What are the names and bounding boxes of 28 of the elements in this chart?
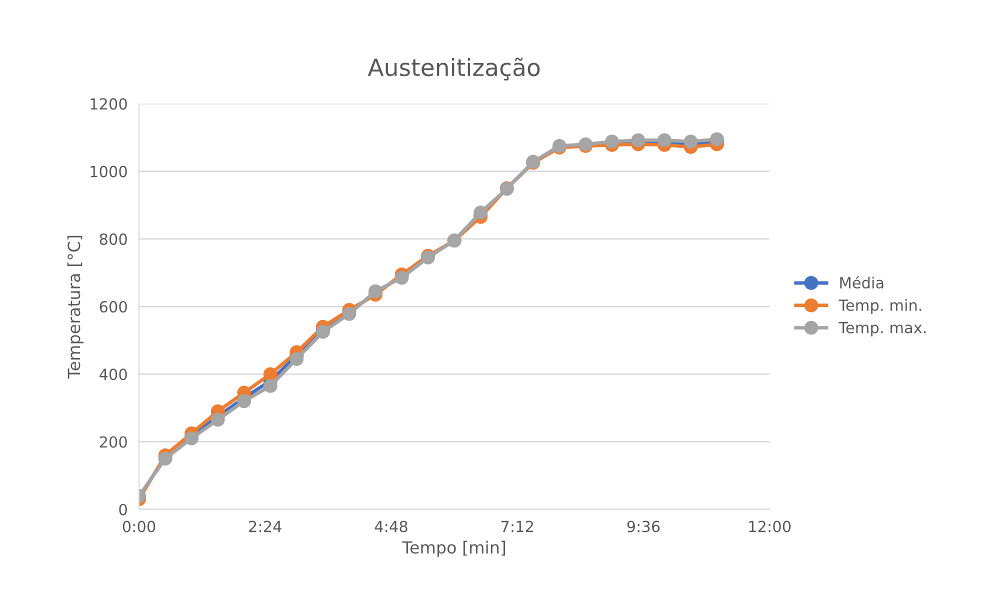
point (263, 367, 278, 382)
chart-title: Austenitização (368, 58, 540, 80)
x-tick-label: 12:00 (749, 520, 791, 532)
x-tick-label: 9:36 (627, 520, 660, 532)
legend-label: Temp. max. (838, 322, 926, 336)
point (684, 134, 698, 149)
point (474, 206, 488, 220)
x-tick-label: 2:24 (249, 520, 282, 532)
x-tick-label: 0:00 (122, 520, 156, 532)
y-tick-label: 400 (99, 368, 127, 380)
y-axis-title: Temperatura [°C] (67, 236, 84, 379)
y-tick-label: 600 (100, 300, 127, 313)
point (237, 394, 252, 408)
y-tick-label: 800 (100, 233, 127, 245)
y-tick-label: 200 (100, 436, 127, 448)
x-axis-title: Tempo [min] (402, 540, 506, 557)
y-tick-label: 1000 (90, 166, 127, 178)
point (710, 132, 724, 146)
x-tick-label: 4:48 (374, 520, 408, 532)
point (263, 379, 278, 393)
point (290, 352, 304, 366)
y-tick-label: 0 (119, 504, 127, 516)
legend-label: Média (840, 276, 884, 289)
x-tick-label: 7:12 (501, 520, 533, 532)
point (210, 412, 225, 427)
point (658, 133, 672, 148)
legend-label: Temp. min. (838, 299, 922, 314)
y-tick-label: 1200 (90, 98, 127, 110)
